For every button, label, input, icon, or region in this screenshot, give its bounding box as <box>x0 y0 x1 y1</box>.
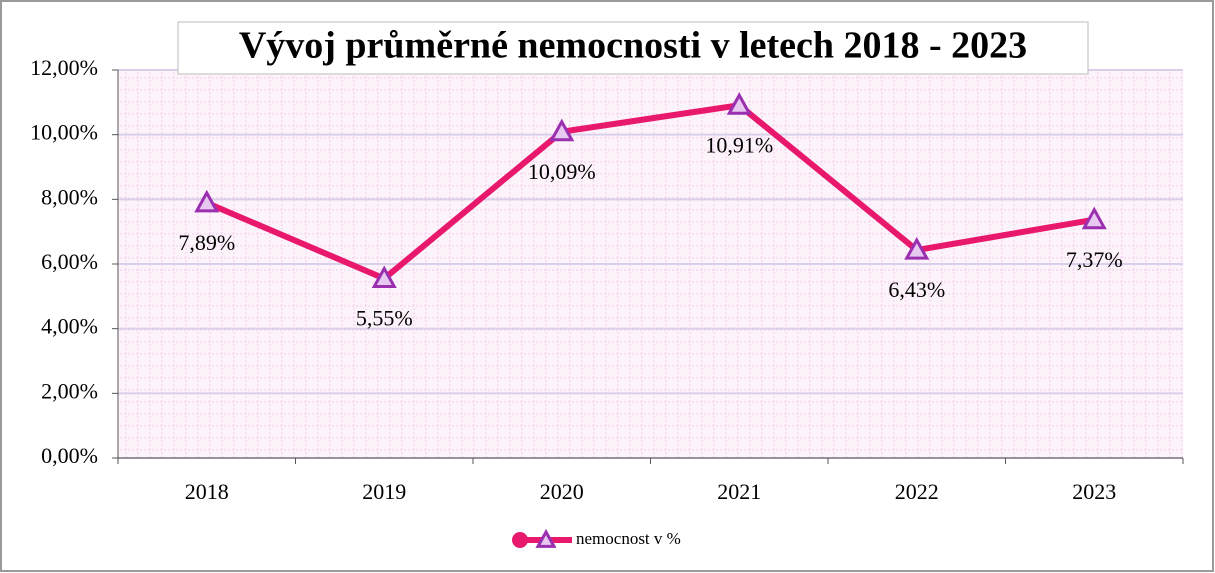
data-label: 7,37% <box>1066 247 1123 272</box>
y-tick-label: 6,00% <box>41 249 98 274</box>
x-tick-label: 2021 <box>717 479 761 504</box>
data-label: 5,55% <box>356 306 413 331</box>
marker <box>371 265 397 289</box>
y-tick-label: 2,00% <box>41 378 98 403</box>
x-tick-label: 2018 <box>185 479 229 504</box>
legend-circle <box>512 532 528 548</box>
marker <box>194 189 220 213</box>
x-tick-label: 2019 <box>362 479 406 504</box>
y-tick-label: 12,00% <box>30 55 98 80</box>
y-tick-label: 10,00% <box>30 120 98 145</box>
x-tick-label: 2023 <box>1072 479 1116 504</box>
legend-marker <box>535 528 557 548</box>
chart-title: Vývoj průměrné nemocnosti v letech 2018 … <box>239 25 1027 67</box>
marker <box>904 237 930 260</box>
data-label: 10,91% <box>705 132 773 157</box>
series-line <box>205 102 1095 282</box>
data-label: 10,09% <box>528 159 596 184</box>
y-tick-label: 0,00% <box>41 443 98 468</box>
title-box <box>177 21 1089 75</box>
y-tick-label: 4,00% <box>41 314 98 339</box>
y-tick-label: 8,00% <box>41 184 98 209</box>
x-tick-label: 2022 <box>895 479 939 504</box>
data-label: 6,43% <box>888 277 945 302</box>
legend-label: nemocnost v % <box>576 529 681 548</box>
marker <box>1081 206 1107 230</box>
data-label: 7,89% <box>178 230 235 255</box>
x-tick-label: 2020 <box>540 479 584 504</box>
marker <box>726 92 752 115</box>
marker <box>549 118 575 142</box>
